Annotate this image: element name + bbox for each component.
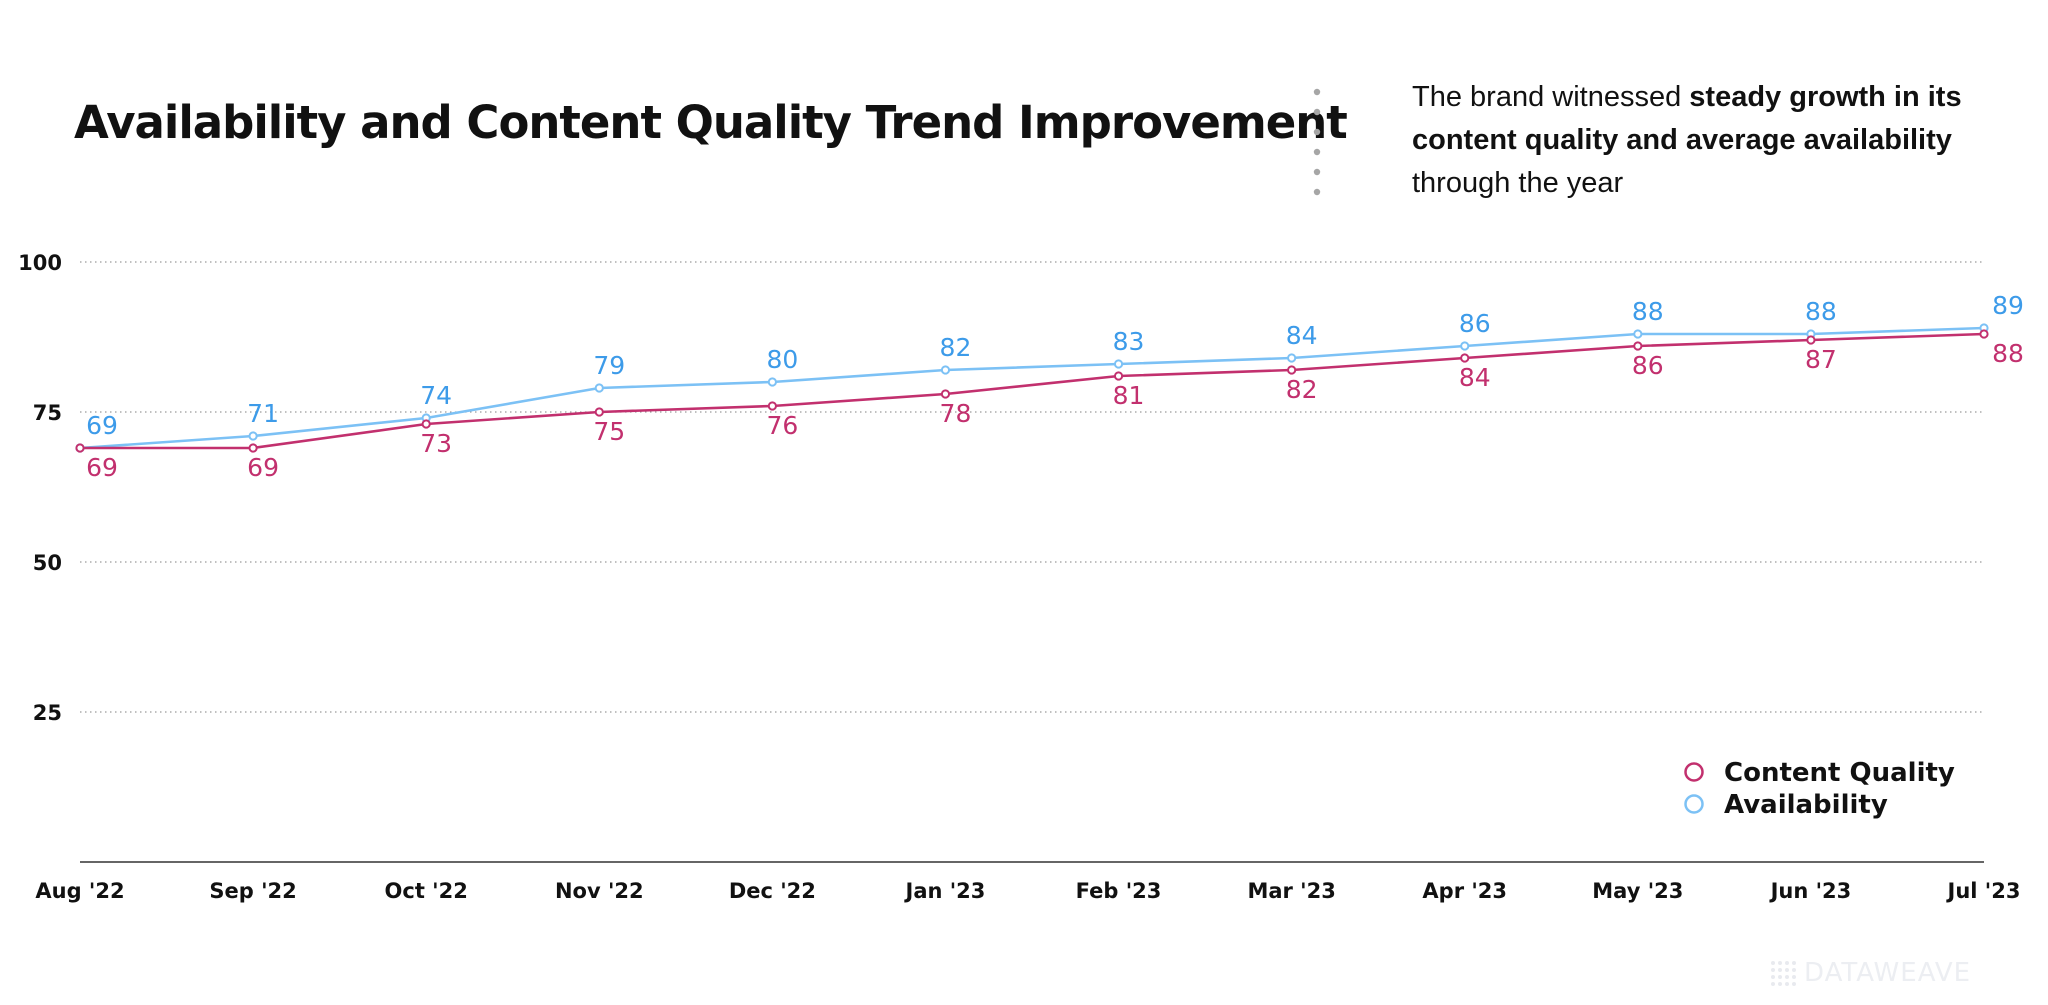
y-tick-label: 25 — [33, 701, 62, 725]
x-tick-label: Aug '22 — [35, 879, 124, 903]
x-tick-label: Jul '23 — [1946, 879, 2021, 903]
data-label-content-quality: 75 — [593, 417, 625, 446]
gridlines — [80, 261, 1984, 713]
data-label-content-quality: 76 — [766, 411, 798, 440]
point-availability — [1287, 353, 1297, 363]
series-line-availability — [79, 326, 1985, 450]
subtitle-text-2: through the year — [1412, 167, 1624, 199]
data-label-availability: 83 — [1113, 327, 1145, 356]
point-content-quality — [1460, 353, 1470, 363]
divider-dots — [1313, 88, 1321, 196]
legend: Content Quality Availability — [1684, 758, 1955, 820]
watermark-text: DATAWEAVE — [1804, 958, 1972, 988]
point-availability — [1113, 359, 1124, 369]
data-label-content-quality: 84 — [1459, 363, 1491, 392]
x-tick-label: May '23 — [1592, 879, 1683, 903]
data-label-content-quality: 88 — [1992, 339, 2024, 368]
subtitle-bold-text: steady growth in its content quality and… — [1412, 81, 1962, 156]
data-label-availability: 69 — [86, 411, 118, 440]
watermark: DATAWEAVE — [1770, 958, 1971, 988]
point-content-quality — [940, 389, 951, 399]
data-label-availability: 71 — [247, 399, 279, 428]
y-tick-label: 100 — [18, 251, 62, 275]
point-availability — [940, 365, 951, 375]
data-label-availability: 86 — [1459, 309, 1491, 338]
y-tick-label: 50 — [33, 551, 62, 575]
data-label-content-quality: 86 — [1632, 351, 1664, 380]
x-tick-label: Mar '23 — [1247, 879, 1335, 903]
legend-marker-availability — [1684, 794, 1704, 814]
x-tick-label: Jun '23 — [1769, 879, 1852, 903]
data-label-content-quality: 82 — [1286, 375, 1318, 404]
data-label-content-quality: 87 — [1805, 345, 1837, 374]
point-content-quality — [1979, 329, 1989, 339]
point-availability — [767, 377, 777, 387]
data-label-availability: 88 — [1805, 297, 1837, 326]
data-label-availability: 74 — [420, 381, 452, 410]
data-label-availability: 84 — [1286, 321, 1318, 350]
data-labels: 69 71 74 79 80 82 83 84 86 88 88 89 69 69 73 75 76 78 81 82… — [86, 291, 2024, 482]
dataweave-logo-icon — [1771, 961, 1796, 986]
series — [75, 323, 1989, 453]
data-label-availability: 80 — [766, 345, 798, 374]
data-label-content-quality: 73 — [420, 429, 452, 458]
point-content-quality — [1633, 341, 1643, 351]
data-label-content-quality: 78 — [940, 399, 972, 428]
x-tick-label: Feb '23 — [1076, 879, 1162, 903]
data-label-content-quality: 69 — [247, 453, 279, 482]
x-tick-label: Dec '22 — [729, 879, 816, 903]
data-label-content-quality: 69 — [86, 453, 118, 482]
data-label-availability: 79 — [593, 351, 625, 380]
series-line-content-quality — [80, 332, 1985, 450]
point-content-quality — [594, 407, 604, 417]
subtitle-text-1: The brand witnessed — [1412, 81, 1690, 113]
point-availability — [594, 383, 604, 393]
point-content-quality — [421, 419, 431, 429]
point-availability — [248, 431, 258, 441]
point-content-quality — [1287, 365, 1297, 375]
data-label-availability: 88 — [1632, 297, 1664, 326]
data-label-content-quality: 81 — [1113, 381, 1145, 410]
data-label-availability: 89 — [1992, 291, 2024, 320]
legend-label-content-quality: Content Quality — [1724, 758, 1955, 788]
chart-title: Availability and Content Quality Trend I… — [74, 96, 1348, 149]
chart-subtitle: The brand witnessed steady growth in its… — [1412, 76, 1972, 205]
x-tick-label: Oct '22 — [385, 879, 468, 903]
axes: 25 50 75 100 Aug '22 Sep '22 Oct '22 Nov '22 Dec… — [18, 251, 2020, 903]
x-tick-label: Nov '22 — [555, 879, 644, 903]
legend-label-availability: Availability — [1724, 790, 1888, 820]
legend-marker-content-quality — [1684, 762, 1704, 782]
line-chart: 25 50 75 100 Aug '22 Sep '22 Oct '22 Nov '22 Dec… — [18, 251, 2024, 903]
point-availability — [1460, 341, 1470, 351]
point-content-quality — [1113, 371, 1124, 381]
point-content-quality — [75, 443, 85, 453]
data-label-availability: 82 — [940, 333, 972, 362]
y-tick-label: 75 — [33, 401, 62, 425]
point-content-quality — [1806, 335, 1816, 345]
point-availability — [1633, 329, 1643, 339]
point-content-quality — [767, 401, 777, 411]
point-content-quality — [248, 443, 258, 453]
x-tick-label: Apr '23 — [1422, 879, 1507, 903]
x-tick-label: Jan '23 — [904, 879, 986, 903]
x-tick-label: Sep '22 — [209, 879, 296, 903]
